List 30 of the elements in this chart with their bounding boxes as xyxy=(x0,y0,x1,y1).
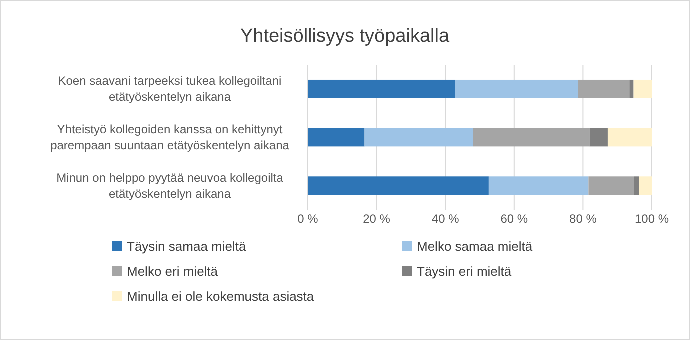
bar xyxy=(630,80,634,98)
legend-label: Melko eri mieltä xyxy=(127,264,219,279)
legend-label: Täysin eri mieltä xyxy=(417,264,512,279)
bar xyxy=(473,128,590,147)
bar xyxy=(308,80,456,98)
bar xyxy=(488,176,589,196)
legend-label: Täysin samaa mieltä xyxy=(127,239,247,254)
x-tick-label: 100 % xyxy=(634,212,670,226)
bar xyxy=(308,128,365,147)
bar xyxy=(455,80,578,98)
bar xyxy=(308,176,489,196)
bar xyxy=(608,128,652,147)
x-tick-label: 40 % xyxy=(432,212,460,226)
x-tick-label: 60 % xyxy=(500,212,528,226)
chart-title: Yhteisöllisyys työpaikalla xyxy=(240,26,450,47)
x-tick-label: 20 % xyxy=(363,212,391,226)
legend-label: Minulla ei ole kokemusta asiasta xyxy=(127,289,315,304)
bar xyxy=(634,176,640,196)
bar xyxy=(590,128,608,147)
bar xyxy=(639,176,652,196)
x-tick-label: 0 % xyxy=(298,212,319,226)
x-tick-label: 80 % xyxy=(570,212,598,226)
y-tick-label: Minun on helppo pyytää neuvoa kollegoilta etätyöskentelyn aikana xyxy=(56,170,284,201)
y-tick-label: Yhteistyö kollegoiden kanssa on kehittynyt parempaan suuntaan etätyöskentelyn aikana xyxy=(50,122,290,152)
bar xyxy=(578,80,630,98)
bar xyxy=(364,128,474,147)
bar xyxy=(634,80,652,98)
y-tick-label: Koen saavani tarpeeksi tukea kollegoiltani etätyöskentelyn aikana xyxy=(58,74,282,104)
bar xyxy=(588,176,634,196)
legend-label: Melko samaa mieltä xyxy=(417,239,534,254)
